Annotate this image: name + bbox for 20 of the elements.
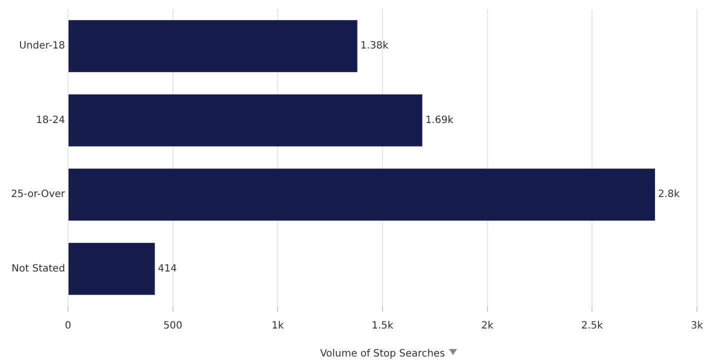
y-tick-label: Under-18 <box>19 40 66 52</box>
bar <box>68 168 655 221</box>
data-label: 414 <box>158 263 177 274</box>
x-tick-label: 1.5k <box>372 320 394 332</box>
x-tick-label: 1k <box>272 320 284 332</box>
data-label: 1.69k <box>425 114 454 126</box>
x-tick-label: 2.5k <box>581 320 604 332</box>
y-tick-label: 18-24 <box>36 114 66 126</box>
bar <box>68 94 422 146</box>
bar <box>68 20 358 72</box>
data-label: 1.38k <box>360 40 389 52</box>
x-tick-label: 0 <box>64 320 72 332</box>
x-tick-label: 500 <box>163 320 182 332</box>
x-tick-label: 3k <box>690 320 704 332</box>
data-label: 2.8k <box>658 189 680 200</box>
x-axis-title: Volume of Stop Searches <box>320 348 445 360</box>
x-tick-label: 2k <box>481 320 494 332</box>
y-tick-label: Not Stated <box>12 263 66 274</box>
y-tick-label: 25-or-Over <box>10 189 66 200</box>
bar <box>68 242 155 295</box>
